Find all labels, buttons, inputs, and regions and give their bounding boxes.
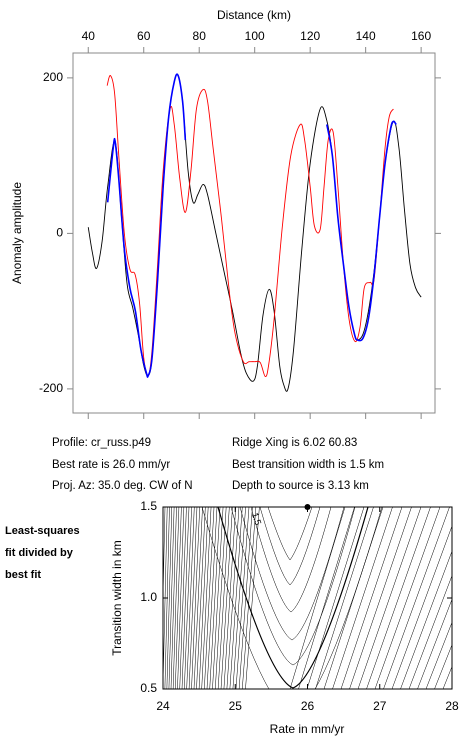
info-text: Profile: cr_russ.p49	[52, 437, 151, 449]
contour-line	[212, 507, 224, 689]
contour-line	[417, 598, 452, 689]
contour-line	[289, 507, 346, 689]
contour-line	[220, 507, 233, 689]
contour-line	[206, 507, 218, 689]
contour-line	[191, 507, 200, 689]
contour-line	[201, 507, 383, 689]
best-fit-point	[304, 504, 311, 510]
contour-line	[184, 507, 192, 689]
contour-line	[383, 507, 450, 689]
contour-line	[177, 507, 185, 689]
contour-line	[349, 507, 412, 689]
contour-line	[193, 507, 203, 689]
note-line: fit divided by	[5, 547, 74, 559]
info-text: Best rate is 26.0 mm/yr	[52, 459, 170, 471]
contour-line	[166, 507, 173, 689]
x-tick-label: 40	[82, 29, 96, 43]
note-line: best fit	[5, 569, 41, 581]
x-axis-title: Distance (km)	[217, 8, 291, 22]
contour-line	[217, 507, 230, 689]
contour-line	[239, 507, 345, 641]
contour-line	[232, 507, 246, 689]
contour-line	[357, 507, 422, 689]
contour-line	[323, 507, 384, 689]
info-text: Proj. Az: 35.0 deg. CW of N	[52, 480, 193, 492]
contour-line	[374, 507, 441, 689]
contour-line	[245, 507, 260, 689]
contour-line	[204, 507, 215, 689]
y-axis-title: Anomaly amplitude	[10, 182, 24, 284]
x-tick-label: 25	[229, 699, 243, 713]
contour-line	[242, 507, 257, 689]
contour-line	[298, 507, 355, 689]
x-tick-label: 140	[356, 29, 376, 43]
contour-line	[230, 507, 356, 666]
contour-line	[267, 507, 313, 561]
x-tick-label: 160	[411, 29, 431, 43]
contour-line	[425, 621, 452, 689]
contour-line	[198, 507, 209, 689]
contour-line	[201, 507, 212, 689]
y-tick-label: 1.5	[140, 499, 157, 513]
y-tick-label: 1.0	[140, 590, 157, 604]
contour-line	[408, 574, 452, 689]
contour-line	[175, 507, 182, 689]
contour-line	[366, 507, 431, 689]
contour-line	[170, 507, 177, 689]
contour-line	[172, 507, 180, 689]
contour-line	[340, 507, 403, 689]
contour-line	[179, 507, 187, 689]
info-text: Ridge Xing is 6.02 60.83	[232, 437, 357, 449]
plot-frame	[72, 52, 436, 414]
x-tick-label: 80	[193, 29, 207, 43]
y-tick-label: -200	[39, 381, 63, 395]
data-line	[87, 73, 422, 392]
contour-line	[400, 550, 452, 689]
contour-line	[163, 507, 166, 610]
contour-line	[434, 644, 452, 689]
x-tick-label: 120	[300, 29, 320, 43]
contour-line	[209, 507, 221, 689]
contour-line	[226, 507, 240, 689]
contour-line	[315, 507, 374, 689]
x-tick-label: 26	[301, 699, 315, 713]
contour-line	[229, 507, 243, 689]
contours	[163, 507, 467, 689]
contour-line	[196, 507, 206, 689]
y-tick-label: 0	[56, 226, 63, 240]
y-tick-label: 0.5	[140, 681, 157, 695]
x-tick-label: 60	[137, 29, 151, 43]
info-text: Best transition width is 1.5 km	[232, 459, 384, 471]
x-tick-label: 100	[245, 29, 265, 43]
contour-line	[235, 507, 250, 689]
contour-line	[451, 687, 452, 689]
contour-line	[460, 507, 467, 689]
note-line: Least-squares	[5, 525, 80, 537]
x-tick-label: 28	[445, 699, 459, 713]
contour-line	[181, 507, 190, 689]
contour-line	[442, 665, 452, 689]
contour-line	[223, 507, 236, 689]
y-tick-label: 200	[43, 70, 63, 84]
info-text: Depth to source is 3.13 km	[232, 480, 369, 492]
x-axis-title: Rate in mm/yr	[270, 722, 345, 736]
contour-line	[168, 507, 175, 689]
contour-line	[259, 507, 321, 586]
x-tick-label: 27	[373, 699, 387, 713]
contour-line	[332, 507, 393, 689]
contour-line	[217, 507, 369, 689]
contour-line	[215, 507, 227, 689]
contour-line	[186, 507, 195, 689]
data-line	[106, 73, 397, 379]
contour-label: 1.5	[250, 511, 263, 526]
contour-line	[306, 507, 365, 689]
contour-line	[391, 525, 452, 689]
y-axis-title: Transition width in km	[110, 540, 124, 656]
data-line	[106, 75, 394, 377]
x-tick-label: 24	[156, 699, 170, 713]
contour-line	[250, 507, 332, 613]
contour-line	[188, 507, 198, 689]
